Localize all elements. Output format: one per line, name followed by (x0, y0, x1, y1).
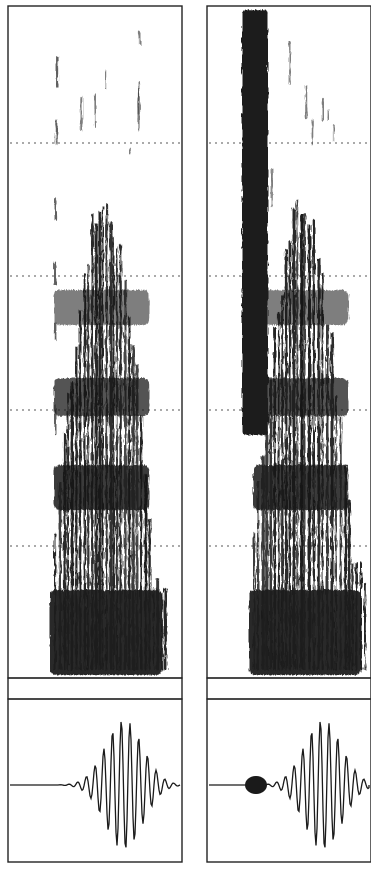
separator-strip-left (7, 677, 183, 700)
speck-left-4 (138, 80, 140, 115)
striation-left-17 (119, 244, 122, 671)
noise-column-right (242, 10, 268, 435)
striation-left-2 (63, 433, 67, 670)
striation-right-14 (307, 224, 311, 670)
separator-strip-right (206, 677, 371, 700)
waveform-frame-right (206, 698, 371, 863)
formant-band-left-1 (54, 465, 150, 510)
speck-left-3 (138, 30, 141, 46)
striation-left-9 (91, 213, 94, 671)
onset-mark-left-5 (54, 405, 57, 435)
striation-right-11 (296, 199, 299, 670)
striation-left-21 (135, 364, 139, 670)
speck-left-6 (80, 96, 83, 131)
striation-left-1 (58, 482, 62, 670)
waveform-frame-left (7, 698, 183, 863)
formant-band-left-3 (54, 290, 150, 325)
striation-left-12 (101, 206, 104, 670)
speck-left-1 (94, 94, 96, 128)
speck-right-6 (332, 124, 335, 142)
striation-right-13 (303, 213, 306, 671)
formant-band-right-1 (253, 465, 349, 510)
speck-right-3 (289, 41, 291, 85)
formant-band-left-2 (54, 378, 150, 416)
speck-right-4 (305, 85, 308, 119)
speck-right-2 (271, 168, 273, 207)
striation-right-16 (317, 258, 321, 670)
striation-right-12 (300, 214, 304, 670)
striation-left-4 (70, 382, 74, 670)
onset-mark-left-3 (54, 262, 57, 285)
speck-left-5 (105, 70, 107, 90)
striation-right-8 (284, 249, 288, 671)
waveform-left (10, 721, 181, 848)
striation-left-22 (140, 415, 143, 670)
striation-right-20 (335, 395, 337, 670)
striation-right-23 (347, 499, 351, 670)
striation-left-14 (109, 221, 113, 670)
striation-left-11 (98, 211, 102, 671)
striation-right-9 (288, 241, 291, 670)
striation-left-28 (164, 588, 167, 670)
onset-mark-left-4 (54, 322, 57, 341)
striation-right-10 (292, 207, 296, 670)
onset-mark-left-1 (55, 119, 58, 145)
striation-right-22 (344, 464, 347, 670)
striation-left-13 (105, 203, 108, 670)
striation-right-27 (364, 582, 366, 670)
formant-band-right-3 (253, 290, 349, 325)
onset-mark-left-2 (54, 197, 57, 220)
striation-left-15 (112, 236, 115, 670)
striation-right-15 (312, 219, 315, 671)
onset-mark-left-0 (56, 56, 59, 88)
formant-band-left-0 (50, 590, 162, 675)
speck-right-0 (327, 109, 329, 121)
speck-right-1 (322, 98, 324, 122)
striation-right-2 (261, 455, 265, 670)
striation-left-3 (67, 392, 69, 670)
formant-band-right-0 (249, 590, 361, 675)
speck-left-0 (129, 147, 131, 154)
striation-left-23 (144, 473, 148, 670)
burst-blob-right (245, 776, 267, 794)
formant-band-right-2 (253, 378, 349, 416)
speck-right-5 (311, 119, 314, 146)
striation-left-10 (94, 223, 98, 670)
striation-right-1 (257, 481, 260, 670)
striation-left-16 (115, 248, 118, 670)
striation-right-3 (265, 410, 269, 670)
waveform-right (209, 721, 370, 848)
striation-right-21 (339, 416, 342, 670)
striation-right-4 (269, 379, 273, 670)
